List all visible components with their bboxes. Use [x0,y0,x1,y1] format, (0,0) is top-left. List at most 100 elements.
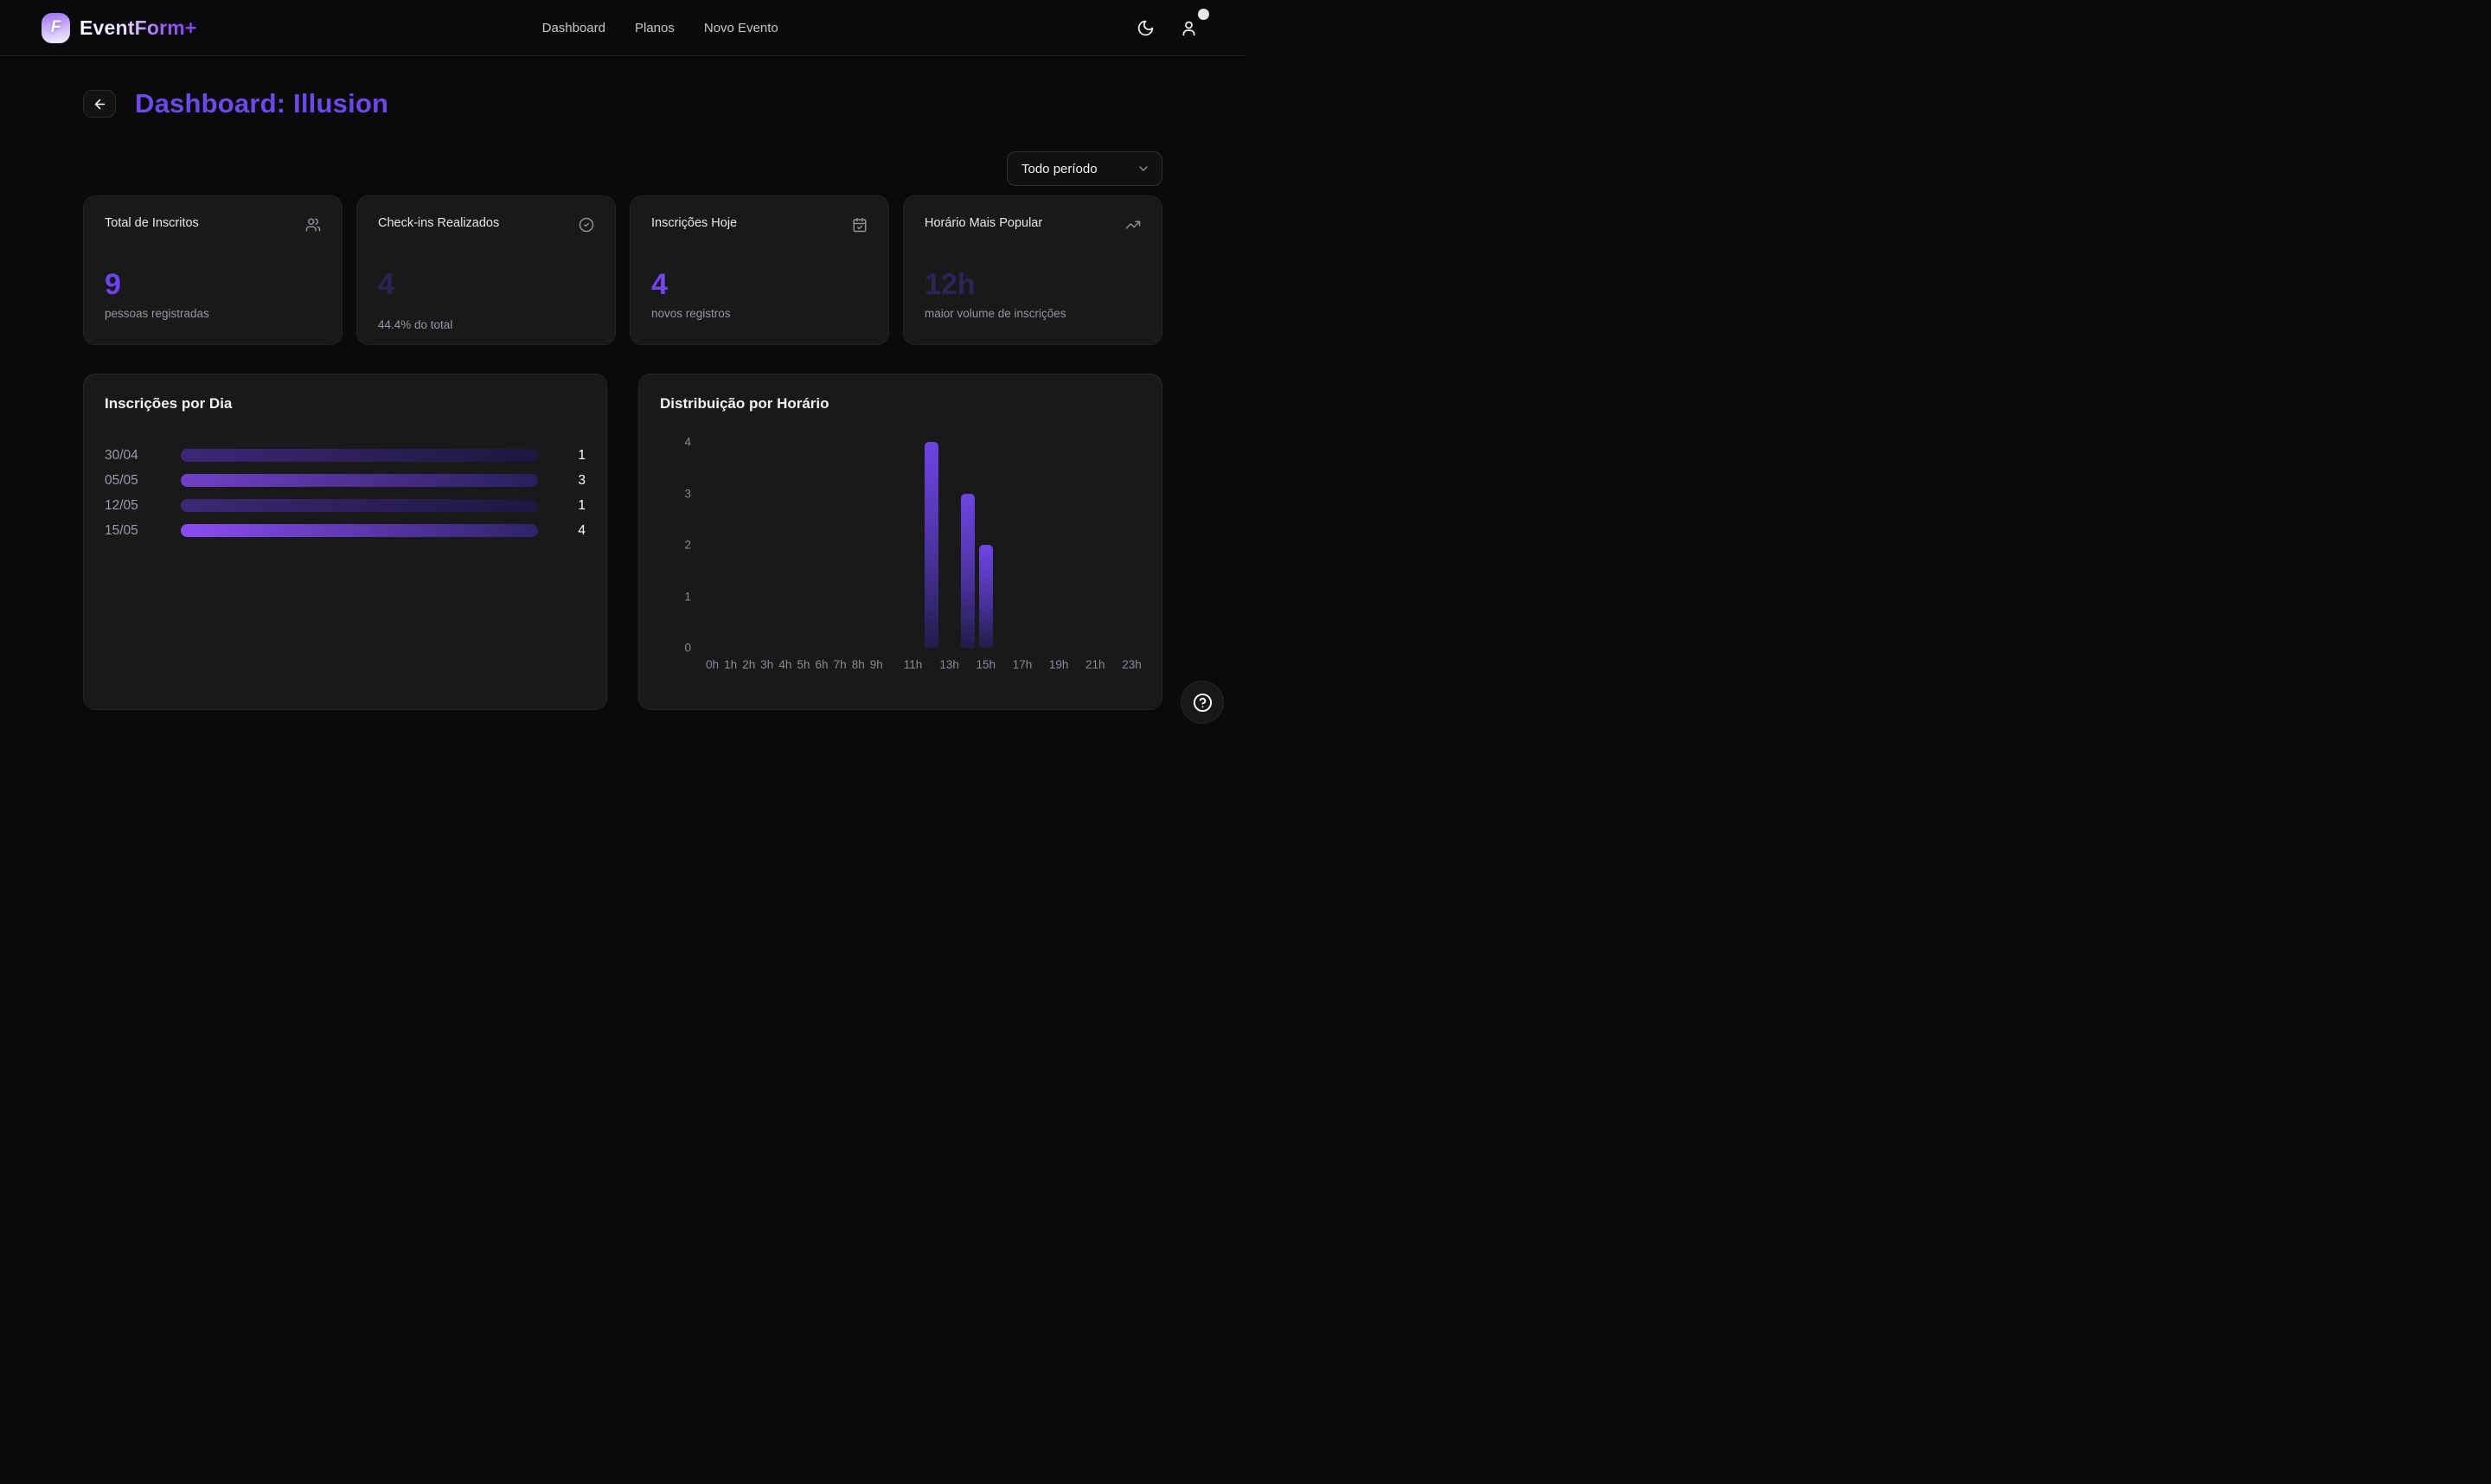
day-bar [181,474,538,487]
y-tick-label: 0 [684,641,691,655]
stat-subtitle: novos registros [651,307,731,321]
day-chart-row: 15/05 4 [105,522,586,538]
day-chart-card: Inscrições por Dia 30/04 1 05/05 3 12/05 1 15/… [83,374,607,710]
period-filter-select[interactable]: Todo período [1007,151,1162,186]
x-tick-label: 4h [778,658,792,671]
brand-name: EventForm+ [80,16,197,39]
y-tick-label: 3 [684,487,691,500]
y-tick-label: 1 [684,590,691,603]
moon-icon [1137,19,1155,37]
stat-head: Horário Mais Popular [925,216,1141,233]
x-tick-label: 0h [706,658,720,671]
stat-title: Total de Inscritos [105,216,199,230]
profile-button[interactable] [1173,9,1209,43]
x-tick-label: 19h [1048,658,1069,671]
page-title: Dashboard: Illusion [135,88,389,118]
x-tick-label: 17h [1012,658,1033,671]
day-bar [181,499,538,512]
day-label: 05/05 [105,472,138,488]
help-button[interactable] [1181,681,1224,724]
stat-value: 4 [651,268,668,301]
day-chart-row: 05/05 3 [105,472,586,488]
day-chart-rows: 30/04 1 05/05 3 12/05 1 15/05 4 [105,447,586,538]
x-tick-label: 2h [742,658,756,671]
day-value: 3 [578,472,586,488]
hour-bar [924,442,938,648]
day-value: 1 [578,447,586,463]
chevron-down-icon [1137,162,1150,176]
theme-toggle-button[interactable] [1130,12,1161,43]
x-tick-label: 7h [833,658,847,671]
x-tick-label: 23h [1122,658,1142,671]
x-tick-label: 13h [939,658,959,671]
title-row: Dashboard: Illusion [83,88,1162,119]
brand-logo-icon: F [42,12,70,43]
hour-bar [978,545,993,648]
main-nav: Dashboard Planos Novo Evento [542,21,778,35]
users-icon [305,217,321,233]
x-tick-label: 21h [1085,658,1105,671]
day-bar [181,524,538,537]
hour-yaxis: 0 1 2 3 4 [669,436,691,655]
hour-bar [960,493,975,648]
stat-head: Inscrições Hoje [651,216,868,233]
header-actions [1130,9,1209,43]
stat-title: Check-ins Realizados [378,216,500,230]
charts-row: Inscrições por Dia 30/04 1 05/05 3 12/05 1 15/… [83,374,1162,710]
brand[interactable]: F EventForm+ [42,12,197,43]
x-tick-label: 5h [797,658,810,671]
hour-chart: 0 1 2 3 4 0h 1h 2h 3h 4h 5h 6h 7h 8h 9h 11h 13h 15h 17h 19… [660,436,1142,674]
period-filter-value: Todo período [1021,161,1098,176]
stat-value: 12h [925,268,976,301]
notification-dot [1198,9,1209,20]
y-tick-label: 4 [684,435,691,449]
stat-card-inscricoes-hoje: Inscrições Hoje 4 novos registros [630,195,889,345]
user-icon [1180,19,1198,37]
calendar-check-icon [852,217,868,233]
day-label: 30/04 [105,447,138,463]
stat-subtitle: maior volume de inscrições [925,307,1066,321]
hour-chart-title: Distribuição por Horário [660,395,829,412]
stat-card-checkins: Check-ins Realizados 4 44.4% do total [356,195,616,345]
day-chart-title: Inscrições por Dia [105,395,233,412]
stat-subtitle: 44.4% do total [378,318,453,332]
nav-item-planos[interactable]: Planos [635,20,675,35]
day-value: 1 [578,497,586,513]
stat-head: Total de Inscritos [105,216,321,233]
nav-item-dashboard[interactable]: Dashboard [541,20,605,35]
x-tick-label: 8h [851,658,865,671]
stat-head: Check-ins Realizados [378,216,594,233]
hour-xaxis: 0h 1h 2h 3h 4h 5h 6h 7h 8h 9h 11h 13h 15h 17h 19h 21h 23… [703,658,1142,674]
help-icon [1193,693,1213,713]
top-navbar: F EventForm+ Dashboard Planos Novo Event… [0,0,1246,56]
nav-item-novo-evento[interactable]: Novo Evento [703,20,778,35]
stat-value: 4 [378,268,394,301]
day-bar [181,449,538,462]
day-chart-row: 30/04 1 [105,447,586,463]
stat-card-total-inscritos: Total de Inscritos 9 pessoas registradas [83,195,343,345]
x-tick-label: 1h [724,658,738,671]
day-chart-row: 12/05 1 [105,497,586,513]
x-tick-label: 3h [760,658,774,671]
back-button[interactable] [83,90,116,118]
stat-subtitle: pessoas registradas [105,307,209,321]
stat-value: 9 [105,268,121,301]
check-circle-icon [579,217,594,233]
x-tick-label: 6h [815,658,829,671]
trending-up-icon [1125,217,1141,233]
day-value: 4 [578,522,586,538]
dashboard-page: Dashboard: Illusion Todo período Total d… [0,56,1246,710]
hour-plot [703,442,1141,648]
stat-title: Inscrições Hoje [651,216,738,230]
filter-row: Todo período [83,151,1162,186]
stat-cards: Total de Inscritos 9 pessoas registradas… [83,195,1162,345]
arrow-left-icon [93,97,107,112]
stat-card-horario-popular: Horário Mais Popular 12h maior volume de… [903,195,1162,345]
y-tick-label: 2 [684,538,691,552]
hour-chart-card: Distribuição por Horário 0 1 2 3 4 0h 1h 2h 3h 4… [638,374,1162,710]
day-label: 15/05 [105,522,138,538]
x-tick-label: 15h [976,658,996,671]
day-label: 12/05 [105,497,138,513]
x-tick-label: 11h [903,658,923,671]
x-tick-label: 9h [869,658,883,671]
